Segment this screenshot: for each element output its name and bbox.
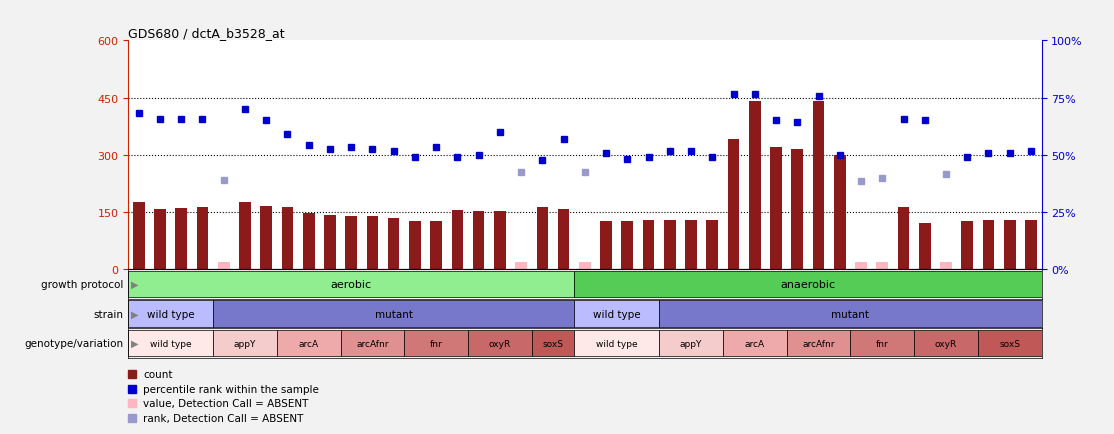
Bar — [261, 207, 272, 270]
Text: ▶: ▶ — [130, 279, 138, 289]
Text: percentile rank within the sample: percentile rank within the sample — [143, 384, 319, 394]
Text: genotype/variation: genotype/variation — [25, 339, 124, 348]
Bar — [978, 330, 1042, 357]
Bar — [218, 262, 229, 270]
Text: wild type: wild type — [147, 309, 195, 319]
Text: arcA: arcA — [299, 339, 319, 348]
Bar — [213, 300, 574, 327]
Bar — [324, 215, 335, 270]
Bar — [468, 330, 531, 357]
Bar — [451, 210, 463, 270]
Bar — [303, 213, 314, 270]
Text: fnr: fnr — [876, 339, 889, 348]
Bar — [791, 150, 803, 270]
Bar — [664, 220, 676, 270]
Bar — [574, 300, 659, 327]
Bar — [600, 221, 612, 270]
Text: aerobic: aerobic — [331, 279, 372, 289]
Bar — [516, 262, 527, 270]
Text: arcAfnr: arcAfnr — [802, 339, 834, 348]
Bar — [659, 330, 723, 357]
Bar — [341, 330, 404, 357]
Bar — [154, 209, 166, 270]
Bar — [983, 221, 995, 270]
Text: strain: strain — [94, 309, 124, 319]
Text: count: count — [143, 369, 173, 379]
Bar — [409, 222, 421, 270]
Bar — [727, 140, 740, 270]
Text: mutant: mutant — [831, 309, 869, 319]
Text: arcA: arcA — [745, 339, 765, 348]
Bar — [723, 330, 786, 357]
Text: appY: appY — [234, 339, 256, 348]
Text: wild type: wild type — [596, 339, 637, 348]
Bar — [622, 221, 633, 270]
Text: appY: appY — [680, 339, 702, 348]
Bar — [643, 220, 654, 270]
Text: anaerobic: anaerobic — [780, 279, 836, 289]
Text: soxS: soxS — [999, 339, 1020, 348]
Bar — [898, 207, 909, 270]
Bar — [1004, 220, 1016, 270]
Text: ▶: ▶ — [130, 339, 138, 348]
Bar — [850, 330, 915, 357]
Bar — [834, 155, 846, 270]
Bar — [749, 102, 761, 270]
Text: GDS680 / dctA_b3528_at: GDS680 / dctA_b3528_at — [128, 27, 285, 40]
Bar — [877, 262, 888, 270]
Bar — [915, 330, 978, 357]
Bar — [558, 209, 569, 270]
Bar — [919, 224, 930, 270]
Bar — [367, 216, 379, 270]
Bar — [770, 148, 782, 270]
Bar — [213, 330, 276, 357]
Bar — [430, 222, 442, 270]
Bar — [685, 220, 697, 270]
Bar — [128, 271, 574, 298]
Bar — [574, 330, 659, 357]
Bar — [1025, 220, 1037, 270]
Bar — [345, 216, 356, 270]
Bar — [197, 207, 208, 270]
Bar — [537, 208, 548, 270]
Text: oxyR: oxyR — [935, 339, 957, 348]
Text: oxyR: oxyR — [489, 339, 511, 348]
Bar — [856, 262, 867, 270]
Bar — [128, 330, 213, 357]
Bar — [128, 300, 213, 327]
Text: ▶: ▶ — [130, 309, 138, 319]
Bar — [961, 221, 974, 270]
Text: mutant: mutant — [374, 309, 412, 319]
Bar — [276, 330, 341, 357]
Bar — [574, 271, 1042, 298]
Text: wild type: wild type — [593, 309, 641, 319]
Bar — [579, 262, 590, 270]
Text: rank, Detection Call = ABSENT: rank, Detection Call = ABSENT — [143, 413, 303, 423]
Bar — [706, 220, 719, 270]
Text: fnr: fnr — [430, 339, 442, 348]
Bar — [175, 209, 187, 270]
Bar — [472, 211, 485, 270]
Bar — [659, 300, 1042, 327]
Text: arcAfnr: arcAfnr — [356, 339, 389, 348]
Text: wild type: wild type — [149, 339, 192, 348]
Bar — [786, 330, 850, 357]
Bar — [531, 330, 574, 357]
Bar — [133, 203, 145, 270]
Bar — [494, 211, 506, 270]
Text: soxS: soxS — [543, 339, 564, 348]
Bar — [813, 102, 824, 270]
Bar — [940, 262, 951, 270]
Bar — [240, 203, 251, 270]
Text: growth protocol: growth protocol — [41, 279, 124, 289]
Text: value, Detection Call = ABSENT: value, Detection Call = ABSENT — [143, 398, 309, 408]
Bar — [282, 207, 293, 270]
Bar — [404, 330, 468, 357]
Bar — [388, 218, 400, 270]
